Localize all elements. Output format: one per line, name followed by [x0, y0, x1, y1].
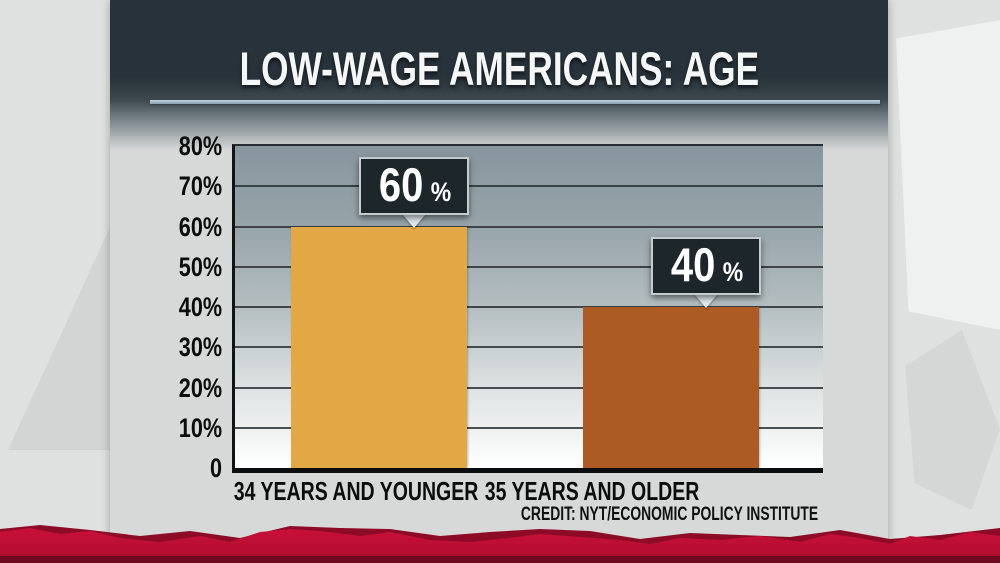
- y-tick-text: 80%: [178, 131, 222, 161]
- callout-arrow-icon: [402, 213, 426, 228]
- callout-value: 60: [379, 157, 424, 211]
- torn-red-banner: [0, 525, 1000, 563]
- banner-bottom-strip: [0, 556, 1000, 563]
- gridline-40: [235, 306, 823, 308]
- y-tick-text: 0: [209, 453, 222, 483]
- y-tick-label-10: 10%: [112, 413, 222, 443]
- callout-percent-sign: %: [430, 176, 451, 207]
- chart-title: LOW-WAGE AMERICANS: AGE: [110, 44, 888, 94]
- bar-35-years-and-older: [583, 307, 759, 468]
- gridline-70: [235, 185, 823, 188]
- y-tick-label-50: 50%: [112, 252, 222, 282]
- x-axis-label-35-years-and-older: 35 YEARS AND OLDER: [422, 477, 762, 505]
- y-tick-text: 30%: [178, 332, 222, 363]
- credit-line: CREDIT: NYT/ECONOMIC POLICY INSTITUTE: [318, 504, 818, 526]
- background-watermark-shape: [896, 20, 1000, 330]
- callout-percent-sign: %: [722, 257, 743, 287]
- gridline-30: [235, 346, 823, 349]
- chart-header: LOW-WAGE AMERICANS: AGE: [110, 0, 888, 150]
- background-watermark-shape: [905, 330, 1000, 510]
- y-tick-text: 40%: [178, 292, 222, 322]
- y-tick-label-30: 30%: [112, 332, 222, 362]
- value-callout-34-years-and-younger: 60%: [359, 156, 469, 215]
- value-callout-35-years-and-older: 40%: [651, 237, 761, 295]
- y-tick-text: 70%: [178, 171, 222, 202]
- credit-text: CREDIT: NYT/ECONOMIC POLICY INSTITUTE: [520, 504, 818, 525]
- x-axis-label-34-years-and-younger: 34 YEARS AND YOUNGER: [186, 477, 526, 505]
- y-tick-label-20: 20%: [112, 373, 222, 403]
- y-tick-text: 60%: [178, 211, 222, 242]
- chart-title-text: LOW-WAGE AMERICANS: AGE: [239, 42, 759, 95]
- gridline-20: [235, 386, 823, 389]
- gridline-10: [235, 426, 823, 429]
- y-tick-label-60: 60%: [112, 212, 222, 242]
- graphic-panel: LOW-WAGE AMERICANS: AGE 60% 40% CREDIT: N…: [110, 0, 888, 563]
- bar-34-years-and-younger: [291, 226, 467, 468]
- y-tick-text: 10%: [178, 412, 222, 443]
- y-tick-text: 50%: [178, 251, 222, 282]
- y-tick-label-80: 80%: [112, 131, 222, 161]
- callout-value: 40: [671, 238, 716, 291]
- x-axis-label-text: 35 YEARS AND OLDER: [484, 476, 700, 506]
- bar-chart-plot-area: 60% 40%: [232, 144, 823, 473]
- title-underline: [150, 100, 880, 104]
- x-axis-label-text: 34 YEARS AND YOUNGER: [233, 476, 479, 506]
- y-tick-text: 20%: [178, 372, 222, 403]
- gridline-60: [235, 225, 823, 228]
- gridline-50: [235, 265, 823, 268]
- torn-edge-main-layer: [0, 528, 1000, 563]
- y-tick-label-0: 0: [112, 453, 222, 483]
- y-tick-label-70: 70%: [112, 171, 222, 201]
- y-tick-label-40: 40%: [112, 292, 222, 322]
- callout-arrow-icon: [694, 294, 718, 308]
